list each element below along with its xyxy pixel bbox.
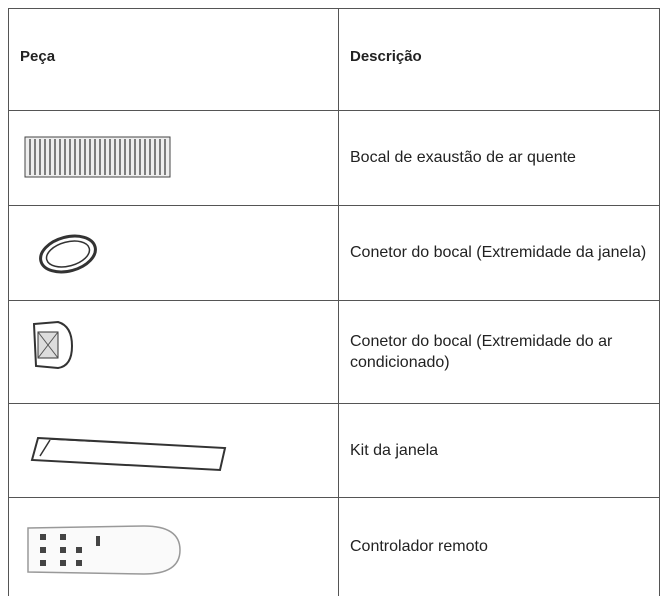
header-cell: Descrição [350, 48, 422, 65]
description: Conetor do bocal (Extremidade da janela) [350, 244, 647, 261]
border [8, 8, 660, 9]
description: Controlador remoto [350, 538, 488, 555]
window-kit-icon [30, 436, 227, 472]
border [338, 8, 339, 596]
border [8, 205, 660, 206]
border [8, 110, 660, 111]
header-cell: Peça [20, 48, 56, 65]
description: Conetor do bocal (Extremidade do ar cond… [350, 332, 613, 371]
remote-icon [27, 525, 181, 575]
ac-connector-icon [32, 320, 74, 370]
description: Kit da janela [350, 441, 439, 459]
border [8, 300, 660, 301]
border [8, 497, 660, 498]
border [8, 8, 9, 596]
window-connector-icon [39, 234, 97, 274]
border [8, 403, 660, 404]
hose-icon [24, 136, 171, 178]
border [659, 8, 660, 596]
description: Bocal de exaustão de ar quente [350, 149, 576, 166]
